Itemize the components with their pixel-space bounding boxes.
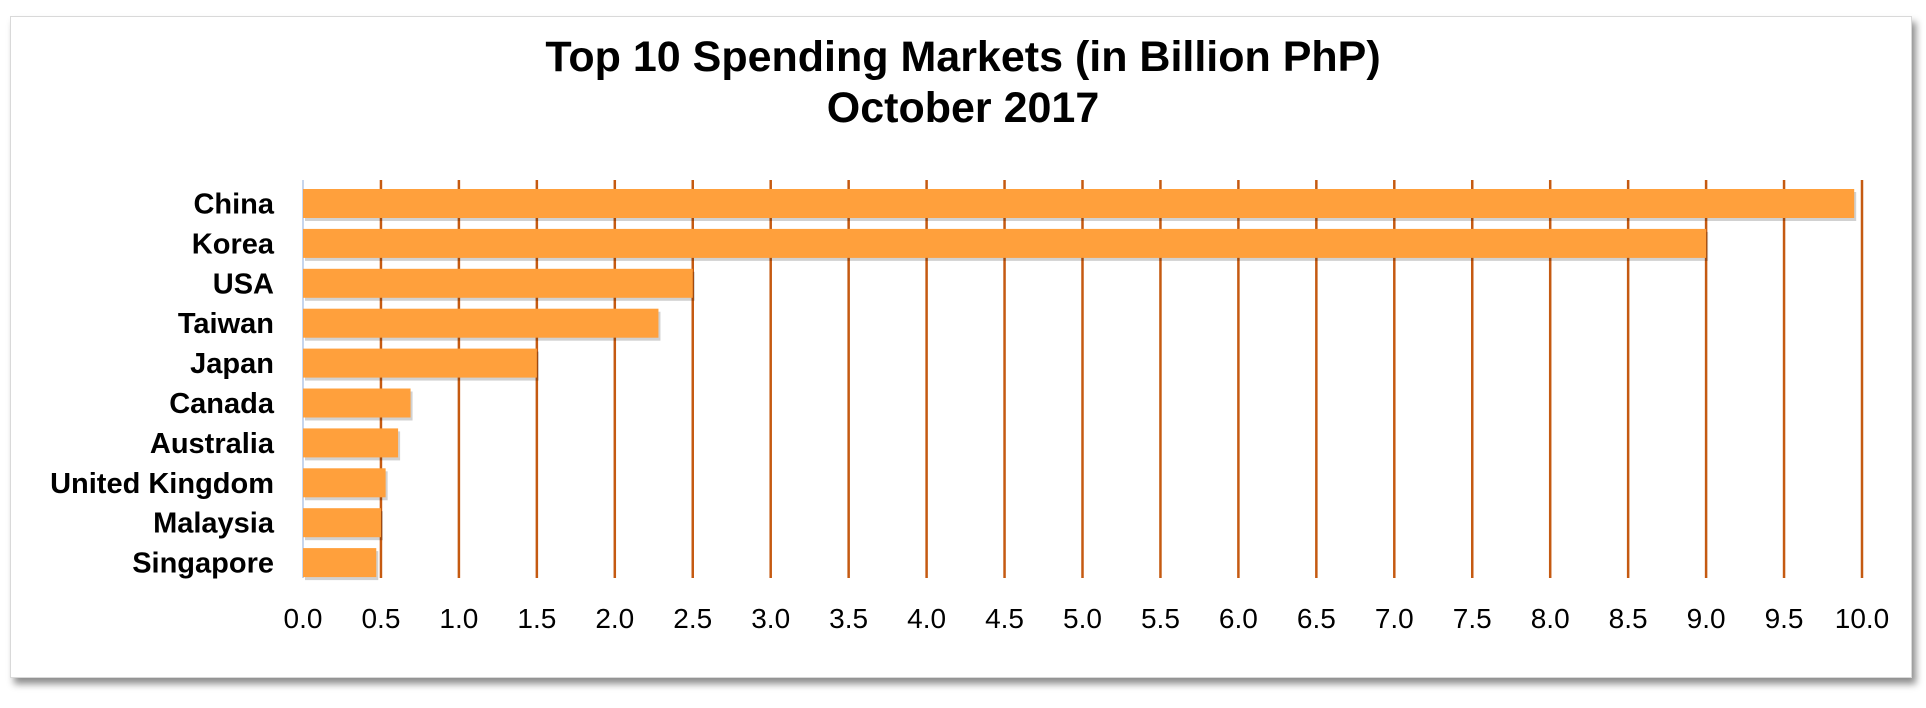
bar	[303, 228, 1707, 258]
category-label: Malaysia	[153, 508, 275, 540]
x-tick-label: 1.0	[439, 603, 478, 634]
bar	[303, 428, 399, 458]
x-tick-label: 6.0	[1219, 603, 1258, 634]
category-label: Singapore	[132, 548, 274, 580]
x-tick-labels: 0.0 0.5 1.0 1.5 2.0 2.5 3.0 3.5 4.0 4.5 5.0 5.5 6.0 6…	[284, 603, 1890, 634]
x-tick-label: 9.5	[1765, 603, 1804, 634]
category-label: USA	[213, 268, 274, 300]
category-label: Korea	[192, 228, 275, 260]
x-tick-label: 6.5	[1297, 603, 1336, 634]
x-tick-label: 5.5	[1141, 603, 1180, 634]
x-tick-label: 5.0	[1063, 603, 1102, 634]
bar	[303, 388, 411, 418]
bar	[303, 348, 537, 378]
category-label: Australia	[150, 428, 275, 460]
category-label: China	[193, 189, 274, 221]
bar	[303, 189, 1855, 218]
x-tick-label: 1.5	[517, 603, 556, 634]
category-label: Taiwan	[178, 308, 274, 340]
category-label: Japan	[190, 348, 274, 380]
bar	[303, 548, 377, 578]
x-tick-label: 0.0	[284, 603, 323, 634]
chart-subtitle: October 2017	[826, 84, 1100, 132]
bars	[303, 189, 1857, 581]
x-tick-label: 9.0	[1687, 603, 1726, 634]
bar	[303, 468, 386, 498]
x-tick-label: 7.5	[1453, 603, 1492, 634]
bar	[303, 268, 693, 298]
category-label: United Kingdom	[50, 468, 274, 500]
x-tick-label: 2.5	[673, 603, 712, 634]
bar	[303, 308, 659, 338]
x-tick-label: 7.0	[1375, 603, 1414, 634]
x-tick-label: 8.0	[1531, 603, 1570, 634]
x-tick-label: 2.0	[595, 603, 634, 634]
x-tick-label: 8.5	[1609, 603, 1648, 634]
x-tick-label: 3.0	[751, 603, 790, 634]
category-label: Canada	[169, 388, 275, 420]
x-tick-label: 4.0	[907, 603, 946, 634]
x-tick-label: 4.5	[985, 603, 1024, 634]
category-labels: China Korea USA Taiwan Japan Canada Australia U…	[50, 189, 275, 580]
x-tick-label: 10.0	[1835, 603, 1890, 634]
x-tick-label: 0.5	[361, 603, 400, 634]
x-tick-label: 3.5	[829, 603, 868, 634]
bar	[303, 508, 381, 538]
chart-title: Top 10 Spending Markets (in Billion PhP)	[545, 33, 1381, 81]
